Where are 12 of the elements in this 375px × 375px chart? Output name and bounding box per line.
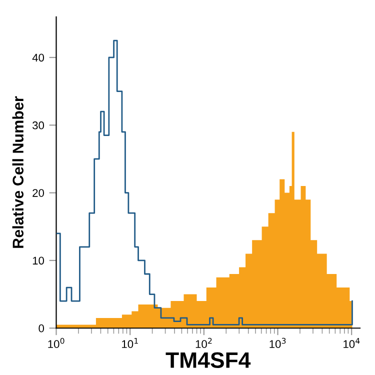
- x-axis-title: TM4SF4: [166, 352, 251, 368]
- y-tick-label: 0: [38, 324, 44, 332]
- y-tick-label: 40: [32, 54, 44, 62]
- y-tick-label: 20: [32, 189, 44, 197]
- x-tick-label: 10$^{2}$: [196, 338, 212, 348]
- x-tick-label: 10$^{1}$: [122, 338, 138, 348]
- x-tick-label: 10$^{4}$: [344, 338, 360, 348]
- y-tick-label: 30: [32, 121, 44, 130]
- x-tick-label: 10$^{3}$: [270, 338, 286, 348]
- y-axis-title: Relative Cell Number: [12, 96, 24, 248]
- x-tick-label: 10$^{0}$: [48, 338, 64, 348]
- y-tick-label: 10: [32, 256, 44, 265]
